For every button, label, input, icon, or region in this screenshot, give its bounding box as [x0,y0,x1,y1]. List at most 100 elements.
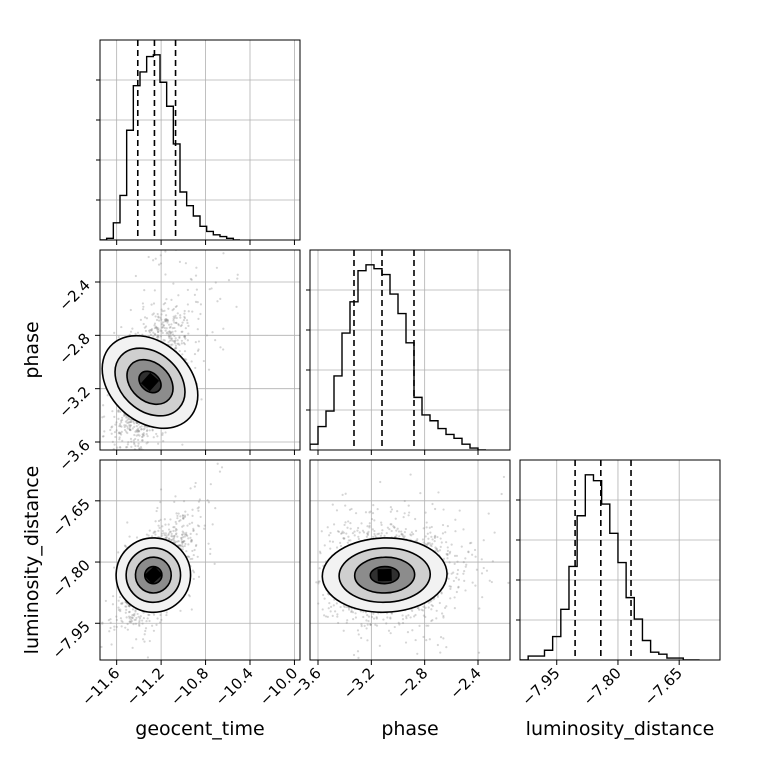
scatter-point [397,530,401,533]
scatter-point [435,617,438,620]
scatter-point [219,346,222,349]
scatter-point [129,615,132,619]
scatter-point [165,327,168,330]
scatter-point [135,638,138,641]
scatter-point [177,512,180,515]
scatter-point [182,500,186,503]
scatter-point [135,421,139,425]
scatter-point [475,568,478,571]
scatter-point [179,544,182,547]
scatter-point [129,424,132,427]
scatter-point [418,624,421,627]
scatter-point [377,532,381,535]
scatter-point [131,427,134,430]
scatter-point [171,327,174,330]
scatter-point [442,557,446,560]
scatter-point [421,538,425,541]
scatter-point [119,446,122,449]
scatter-point [478,607,481,610]
scatter-point [222,327,225,330]
scatter-point [128,428,132,431]
scatter-point [117,608,121,612]
scatter-point [118,596,122,599]
scatter-point [318,550,322,553]
scatter-point [199,515,202,519]
scatter-point [183,336,186,339]
scatter-point [174,347,177,350]
scatter-point [368,511,371,514]
panel-frame [309,249,511,451]
scatter-point [170,539,174,542]
scatter-point [214,507,217,510]
scatter-point [169,332,172,335]
scatter-point [119,617,122,620]
scatter-point [177,294,180,297]
scatter-point [183,334,187,338]
scatter-point [383,534,386,537]
scatter-point [117,409,120,412]
scatter-point [426,542,429,546]
scatter-point [195,288,198,291]
scatter-point [180,536,183,539]
panel-frame [99,249,301,451]
scatter-point [434,546,437,549]
scatter-point [186,288,189,292]
scatter-point [386,526,389,529]
scatter-point [117,606,120,609]
scatter-point [350,609,353,612]
scatter-point [372,504,375,507]
scatter-point [137,438,140,442]
scatter-point [175,532,178,535]
scatter-point [195,266,198,269]
scatter-point [146,428,149,432]
scatter-point [175,522,178,525]
scatter-point [172,339,175,343]
scatter-point [151,624,154,627]
scatter-point [363,624,366,627]
scatter-point [181,514,184,517]
scatter-point [167,307,170,310]
scatter-point [120,625,123,628]
scatter-point [414,613,417,617]
scatter-point [187,593,191,597]
scatter-point [427,601,430,604]
scatter-point [434,507,437,511]
scatter-point [183,309,186,313]
scatter-point [222,252,225,255]
scatter-point [370,517,374,521]
scatter-point [161,325,164,329]
scatter-point [109,621,112,624]
scatter-point [448,585,451,588]
scatter-point [127,615,131,618]
scatter-point [525,507,527,509]
scatter-point [321,608,324,611]
scatter-point [385,622,388,625]
scatter-point [236,273,239,276]
scatter-point [150,535,154,538]
scatter-point [118,431,121,434]
scatter-point [191,549,194,553]
scatter-point [442,637,445,640]
scatter-point [425,624,428,627]
scatter-point [174,337,177,340]
scatter-point [120,433,123,436]
scatter-point [452,579,456,583]
scatter-point [174,305,177,309]
scatter-point [128,535,131,538]
scatter-point [457,578,460,581]
x-tick-label: −10.8 [167,664,212,709]
scatter-point [454,518,457,521]
scatter-point [437,550,440,553]
scatter-point [143,316,147,319]
scatter-point [345,532,348,535]
scatter-point [119,424,122,428]
scatter-point [145,430,149,433]
scatter-point [140,435,144,439]
scatter-point [194,366,197,370]
scatter-point [134,332,137,335]
scatter-point [121,602,124,605]
scatter-point [131,646,134,649]
scatter-point [349,522,352,525]
scatter-point [404,641,408,644]
scatter-point [162,324,166,327]
